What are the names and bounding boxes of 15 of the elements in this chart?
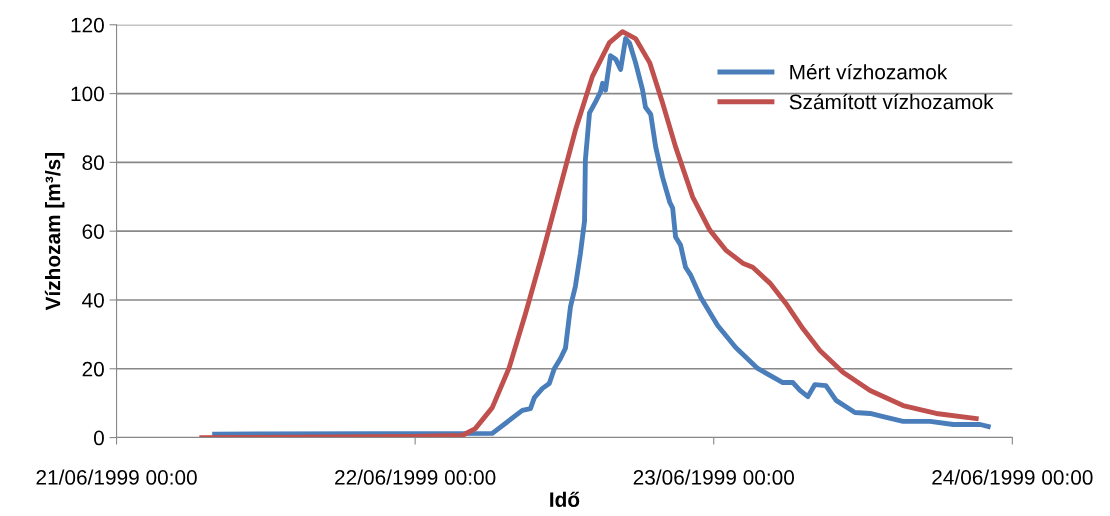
y-tick-label: 80 xyxy=(82,155,104,171)
y-tick-label: 100 xyxy=(71,86,104,102)
x-tick-label: 24/06/1999 00:00 xyxy=(932,469,1093,485)
y-axis-title: Vízhozam [m³/s] xyxy=(44,153,65,311)
y-tick-label: 40 xyxy=(82,292,104,308)
y-tick-label: 60 xyxy=(82,224,104,239)
x-tick-label: 23/06/1999 00:00 xyxy=(633,469,795,485)
y-tick-label: 0 xyxy=(93,430,104,446)
x-tick-label: 22/06/1999 00:00 xyxy=(335,469,496,485)
x-tick-label: 21/06/1999 00:00 xyxy=(36,469,197,485)
legend-label: Mért vízhozamok xyxy=(790,63,948,80)
y-tick-label: 120 xyxy=(71,17,104,33)
x-axis-title: Idő xyxy=(550,491,580,508)
y-tick-label: 20 xyxy=(82,361,104,377)
legend-label: Számított vízhozamok xyxy=(789,93,994,110)
